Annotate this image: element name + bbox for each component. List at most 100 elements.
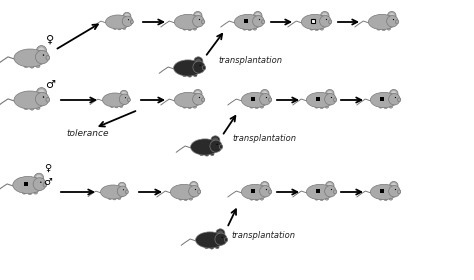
Ellipse shape bbox=[13, 176, 43, 193]
Ellipse shape bbox=[315, 28, 319, 31]
Ellipse shape bbox=[182, 74, 186, 77]
Ellipse shape bbox=[248, 28, 251, 31]
Ellipse shape bbox=[212, 137, 219, 143]
Ellipse shape bbox=[334, 190, 337, 194]
Ellipse shape bbox=[34, 191, 37, 194]
Ellipse shape bbox=[193, 61, 205, 73]
Ellipse shape bbox=[188, 28, 191, 31]
Ellipse shape bbox=[191, 139, 219, 155]
Bar bbox=[316, 189, 320, 193]
Ellipse shape bbox=[30, 65, 34, 68]
Ellipse shape bbox=[241, 92, 269, 108]
Ellipse shape bbox=[393, 19, 394, 20]
Ellipse shape bbox=[260, 185, 271, 197]
Ellipse shape bbox=[315, 198, 319, 200]
Bar bbox=[380, 189, 384, 193]
Ellipse shape bbox=[221, 237, 223, 238]
Ellipse shape bbox=[390, 89, 398, 98]
Ellipse shape bbox=[328, 20, 332, 24]
Ellipse shape bbox=[36, 175, 42, 181]
Text: ♂: ♂ bbox=[44, 177, 52, 187]
Text: ♀: ♀ bbox=[45, 163, 52, 173]
Ellipse shape bbox=[389, 106, 392, 108]
Ellipse shape bbox=[301, 14, 328, 30]
Bar bbox=[380, 97, 384, 101]
Ellipse shape bbox=[109, 197, 111, 199]
Ellipse shape bbox=[210, 153, 214, 156]
Ellipse shape bbox=[325, 185, 336, 197]
Ellipse shape bbox=[210, 140, 222, 152]
Ellipse shape bbox=[379, 106, 383, 108]
Ellipse shape bbox=[382, 28, 385, 31]
Ellipse shape bbox=[250, 198, 253, 200]
Ellipse shape bbox=[34, 173, 44, 183]
Ellipse shape bbox=[173, 60, 202, 76]
Ellipse shape bbox=[118, 27, 121, 30]
Ellipse shape bbox=[189, 198, 192, 200]
Ellipse shape bbox=[46, 97, 50, 102]
Ellipse shape bbox=[194, 57, 203, 66]
Bar bbox=[24, 182, 28, 186]
Ellipse shape bbox=[395, 97, 396, 98]
Ellipse shape bbox=[115, 106, 118, 108]
Ellipse shape bbox=[46, 55, 50, 60]
Ellipse shape bbox=[391, 91, 397, 97]
Ellipse shape bbox=[384, 198, 387, 200]
Ellipse shape bbox=[326, 89, 334, 98]
Ellipse shape bbox=[124, 14, 129, 19]
Text: tolerance: tolerance bbox=[67, 129, 109, 137]
Ellipse shape bbox=[120, 90, 128, 98]
Ellipse shape bbox=[205, 246, 208, 249]
Ellipse shape bbox=[266, 97, 267, 98]
Ellipse shape bbox=[334, 98, 337, 102]
Ellipse shape bbox=[36, 88, 46, 98]
Ellipse shape bbox=[14, 91, 46, 109]
Ellipse shape bbox=[200, 65, 201, 66]
Ellipse shape bbox=[269, 190, 272, 194]
Ellipse shape bbox=[193, 74, 197, 77]
Ellipse shape bbox=[261, 89, 269, 98]
Ellipse shape bbox=[218, 230, 223, 236]
Ellipse shape bbox=[253, 15, 264, 27]
Ellipse shape bbox=[210, 246, 214, 249]
Ellipse shape bbox=[398, 190, 401, 194]
Ellipse shape bbox=[326, 181, 334, 190]
Ellipse shape bbox=[102, 93, 128, 107]
Ellipse shape bbox=[121, 92, 127, 97]
Ellipse shape bbox=[192, 94, 204, 105]
Ellipse shape bbox=[123, 12, 131, 20]
Ellipse shape bbox=[195, 13, 201, 18]
Ellipse shape bbox=[100, 185, 126, 199]
Ellipse shape bbox=[319, 15, 331, 27]
Bar bbox=[244, 19, 248, 23]
Ellipse shape bbox=[266, 189, 267, 190]
Ellipse shape bbox=[200, 153, 203, 156]
Ellipse shape bbox=[255, 13, 261, 18]
Ellipse shape bbox=[387, 11, 396, 20]
Ellipse shape bbox=[262, 183, 267, 188]
Ellipse shape bbox=[184, 198, 187, 200]
Ellipse shape bbox=[118, 182, 126, 190]
Ellipse shape bbox=[43, 96, 44, 98]
Ellipse shape bbox=[370, 92, 398, 108]
Ellipse shape bbox=[391, 183, 397, 188]
Ellipse shape bbox=[243, 28, 246, 30]
Ellipse shape bbox=[215, 246, 219, 249]
Ellipse shape bbox=[195, 189, 196, 190]
Ellipse shape bbox=[193, 11, 202, 20]
Ellipse shape bbox=[250, 106, 253, 108]
Ellipse shape bbox=[389, 94, 400, 105]
Ellipse shape bbox=[253, 28, 256, 30]
Ellipse shape bbox=[320, 106, 323, 109]
Ellipse shape bbox=[235, 14, 262, 30]
Ellipse shape bbox=[123, 27, 126, 29]
Text: transplantation: transplantation bbox=[232, 134, 296, 143]
Ellipse shape bbox=[390, 181, 398, 190]
Ellipse shape bbox=[306, 92, 334, 108]
Bar bbox=[311, 19, 315, 23]
Ellipse shape bbox=[202, 66, 206, 70]
Ellipse shape bbox=[368, 14, 396, 30]
Ellipse shape bbox=[370, 184, 398, 200]
Ellipse shape bbox=[315, 106, 319, 108]
Ellipse shape bbox=[260, 94, 271, 105]
